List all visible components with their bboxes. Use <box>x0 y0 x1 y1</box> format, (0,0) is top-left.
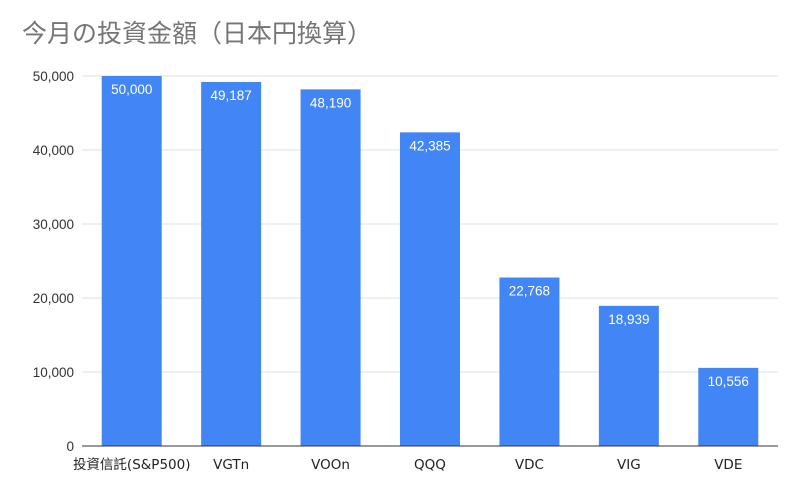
chart-title: 今月の投資金額（日本円換算） <box>22 19 373 48</box>
data-label: 42,385 <box>409 138 450 153</box>
data-label: 10,556 <box>708 374 749 389</box>
bar <box>201 82 262 446</box>
x-tick-label: QQQ <box>414 457 446 473</box>
data-label: 49,187 <box>210 88 251 103</box>
bar <box>300 89 361 447</box>
data-label: 50,000 <box>111 82 152 97</box>
bars <box>101 76 759 447</box>
x-tick-label: VDE <box>714 457 742 473</box>
y-tick-label: 40,000 <box>33 143 74 158</box>
x-tick-label: VGTn <box>213 457 249 473</box>
x-tick-label: VOOn <box>311 457 350 473</box>
data-label: 22,768 <box>509 284 550 299</box>
x-tick-label: 投資信託(S&P500) <box>73 457 191 473</box>
x-tick-label: VDC <box>515 457 544 473</box>
bar <box>698 367 759 446</box>
bar <box>400 132 460 446</box>
x-axis-ticks: 投資信託(S&P500) VGTn VOOn QQQ VDC VIG VDE <box>73 457 742 473</box>
y-tick-label: 50,000 <box>33 69 74 84</box>
y-tick-label: 10,000 <box>33 365 74 380</box>
data-label: 18,939 <box>608 312 649 327</box>
y-tick-label: 0 <box>66 439 74 454</box>
data-label: 48,190 <box>310 95 351 110</box>
data-labels: 50,000 49,187 48,190 42,385 22,768 18,939 10,5… <box>111 82 749 389</box>
y-tick-label: 20,000 <box>33 291 74 306</box>
bar <box>499 277 560 446</box>
y-axis-ticks: 0 10,000 20,000 30,000 40,000 50,000 <box>33 69 74 454</box>
bar <box>101 76 162 446</box>
y-tick-label: 30,000 <box>33 217 74 232</box>
x-tick-label: VIG <box>617 457 641 473</box>
bar <box>598 305 659 446</box>
